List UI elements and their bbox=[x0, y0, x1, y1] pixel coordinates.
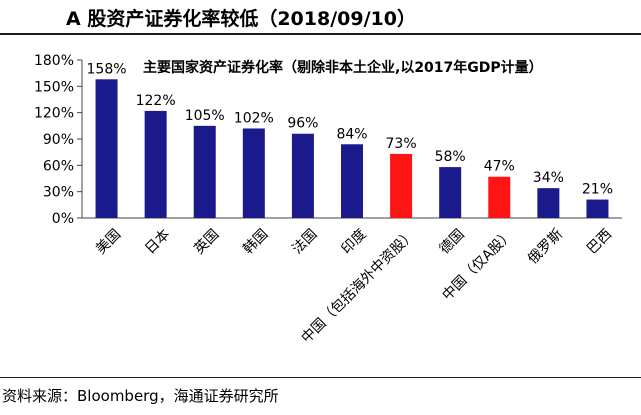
y-tick-label: 90% bbox=[43, 132, 74, 148]
bar-chart: 主要国家资产证券化率（剔除非本土企业,以2017年GDP计量） 0% 30% 60%… bbox=[34, 53, 622, 347]
bar-7 bbox=[439, 167, 462, 218]
y-tick-label: 150% bbox=[34, 79, 74, 95]
bar-5 bbox=[341, 144, 363, 218]
bar-1 bbox=[144, 110, 167, 218]
data-label-2: 105% bbox=[185, 108, 225, 124]
y-tick-label: 60% bbox=[43, 158, 74, 174]
bar-0 bbox=[95, 79, 118, 218]
data-label-6: 73% bbox=[386, 136, 417, 152]
data-label-3: 102% bbox=[234, 110, 274, 126]
page-title: A 股资产证券化率较低（2018/09/10） bbox=[66, 8, 416, 30]
x-tick-label-9: 俄罗斯 bbox=[525, 226, 566, 267]
data-label-9: 34% bbox=[533, 170, 564, 186]
data-label-7: 58% bbox=[435, 149, 466, 165]
data-label-10: 21% bbox=[582, 182, 613, 198]
data-label-0: 158% bbox=[87, 61, 127, 77]
axis-layer: 0% 30% 60% 90% 120% 150% 180% bbox=[34, 53, 622, 227]
x-tick-label-7: 德国 bbox=[437, 226, 468, 257]
x-tick-label-1: 日本 bbox=[142, 226, 173, 257]
y-tick-label: 180% bbox=[34, 53, 74, 69]
bar-4 bbox=[291, 133, 314, 218]
data-label-8: 47% bbox=[484, 159, 515, 175]
bar-9 bbox=[537, 188, 560, 218]
source-note: 资料来源：Bloomberg，海通证券研究所 bbox=[2, 387, 279, 405]
y-tick-label: 120% bbox=[34, 106, 74, 122]
data-label-5: 84% bbox=[336, 126, 367, 142]
x-tick-label-10: 巴西 bbox=[584, 226, 615, 257]
data-label-1: 122% bbox=[136, 93, 176, 109]
y-tick-label: 30% bbox=[43, 185, 74, 201]
bar-8 bbox=[488, 176, 511, 218]
chart-subtitle: 主要国家资产证券化率（剔除非本土企业,以2017年GDP计量） bbox=[143, 59, 543, 76]
y-tick-label: 0% bbox=[52, 211, 74, 227]
footer-divider bbox=[0, 377, 641, 378]
data-label-4: 96% bbox=[287, 116, 318, 132]
bars-layer bbox=[95, 79, 609, 218]
bar-10 bbox=[586, 199, 609, 218]
bar-2 bbox=[193, 125, 216, 218]
x-tick-label-3: 韩国 bbox=[240, 226, 271, 257]
x-tick-label-4: 法国 bbox=[289, 226, 320, 257]
title-divider bbox=[0, 33, 641, 35]
bar-3 bbox=[242, 128, 265, 218]
x-tick-label-2: 英国 bbox=[191, 226, 223, 258]
x-tick-label-5: 印度 bbox=[338, 226, 369, 257]
x-tick-label-0: 美国 bbox=[93, 226, 124, 257]
bar-6 bbox=[390, 153, 413, 218]
